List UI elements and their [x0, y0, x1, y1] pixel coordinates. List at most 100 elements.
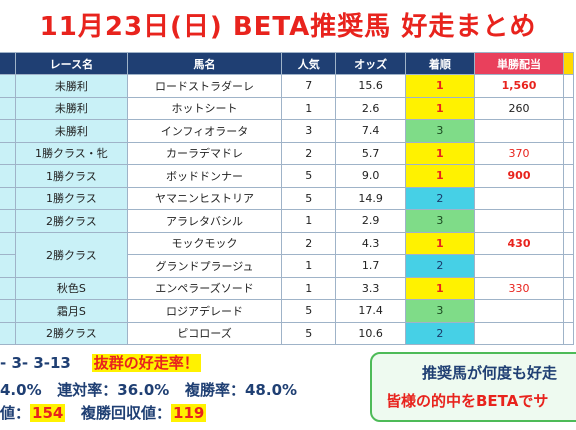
odds: 2.9 — [335, 209, 406, 233]
place-return-label: 複勝回収値： — [81, 404, 172, 422]
lead-cell — [0, 231, 16, 255]
race-name: 未勝利 — [14, 74, 129, 98]
race-name: 1勝クラス・牝 — [14, 141, 129, 165]
cut-cell — [563, 141, 574, 165]
win-payout — [473, 186, 565, 210]
finish: 1 — [404, 96, 475, 120]
horse-name: ロードストラダーレ — [127, 74, 282, 98]
lead-cell — [0, 141, 16, 165]
race-name: 1勝クラス — [14, 164, 129, 188]
horse-name: グランドプラージュ — [127, 254, 282, 278]
odds: 15.6 — [335, 74, 406, 98]
table-row: 2勝クラス アラレタバシル 1 2.9 3 — [0, 209, 574, 233]
popularity: 5 — [280, 164, 337, 188]
table-row: 2勝クラス モックモック 2 4.3 1 430 — [0, 231, 574, 278]
fukusho-rate: 複勝率：48.0% — [185, 381, 298, 399]
lead-cell — [0, 209, 16, 233]
win-payout: 430 — [473, 231, 565, 255]
win-return: 154 — [30, 404, 66, 422]
header-cell: 着順 — [404, 52, 475, 75]
odds: 2.6 — [335, 96, 406, 120]
finish: 1 — [404, 74, 475, 98]
lead-cell — [0, 254, 16, 278]
rates-line: 4.0% 連対率：36.0% 複勝率：48.0% — [0, 379, 297, 400]
cut-cell — [563, 276, 574, 300]
cut-cell — [563, 74, 574, 98]
lead-cell — [0, 186, 16, 210]
lead-cell — [0, 321, 16, 345]
table-row: 1勝クラス ボッドドンナー 5 9.0 1 900 — [0, 164, 574, 188]
record-line: - 3- 3-13 抜群の好走率！ — [0, 352, 201, 373]
results-table: レース名 馬名 人気 オッズ 着順 単勝配当 未勝利 ロードストラダーレ 7 15.6 1 1,56… — [0, 52, 574, 345]
horse-name: モックモック — [127, 231, 282, 255]
callout: 推奨馬が何度も好走 皆様の的中をBETAでサ — [370, 352, 576, 422]
table-row: 1勝クラス・牝 カーラデマドレ 2 5.7 1 370 — [0, 141, 574, 165]
header-cell — [0, 52, 16, 75]
race-name: 2勝クラス — [14, 321, 129, 345]
popularity: 2 — [280, 141, 337, 165]
odds: 5.7 — [335, 141, 406, 165]
badge: 抜群の好走率！ — [91, 354, 201, 372]
popularity: 5 — [280, 186, 337, 210]
odds: 14.9 — [335, 186, 406, 210]
popularity: 2 — [280, 231, 337, 255]
win-payout: 370 — [473, 141, 565, 165]
win-payout — [473, 254, 565, 278]
horse-name: インフィオラータ — [127, 119, 282, 143]
finish: 3 — [404, 299, 475, 323]
header-cell: オッズ — [335, 52, 406, 75]
callout-line: 皆様の的中をBETAでサ — [386, 392, 549, 410]
table-row: 未勝利 ホットシート 1 2.6 1 260 — [0, 96, 574, 120]
race-name: 2勝クラス — [14, 209, 129, 233]
popularity: 1 — [280, 276, 337, 300]
header-cell — [563, 52, 574, 75]
place-return: 119 — [171, 404, 207, 422]
odds: 17.4 — [335, 299, 406, 323]
popularity: 1 — [280, 254, 337, 278]
horse-name: ボッドドンナー — [127, 164, 282, 188]
title: 11月23日(日) BETA推奨馬 好走まとめ — [39, 12, 537, 42]
finish: 3 — [404, 209, 475, 233]
lead-cell — [0, 276, 16, 300]
win-payout — [473, 299, 565, 323]
table-row: 未勝利 ロードストラダーレ 7 15.6 1 1,560 — [0, 74, 574, 98]
cut-cell — [563, 96, 574, 120]
win-payout: 900 — [473, 164, 565, 188]
finish: 2 — [404, 321, 475, 345]
finish: 2 — [404, 254, 475, 278]
header-cell: 馬名 — [127, 52, 282, 75]
table-row: 未勝利 インフィオラータ 3 7.4 3 — [0, 119, 574, 143]
header-cell: レース名 — [14, 52, 129, 75]
table-row: 1勝クラス ヤマニンヒストリア 5 14.9 2 — [0, 186, 574, 210]
finish: 1 — [404, 231, 475, 255]
race-name: 未勝利 — [14, 96, 129, 120]
cut-cell — [563, 299, 574, 323]
cut-cell — [563, 119, 574, 143]
cut-cell — [563, 209, 574, 233]
lead-cell — [0, 74, 16, 98]
popularity: 5 — [280, 321, 337, 345]
horse-name: アラレタバシル — [127, 209, 282, 233]
race-name: 1勝クラス — [14, 186, 129, 210]
horse-name: ロジアデレード — [127, 299, 282, 323]
table-row: 2勝クラス ピコローズ 5 10.6 2 — [0, 321, 574, 345]
popularity: 3 — [280, 119, 337, 143]
record: - 3- 3-13 — [0, 354, 71, 372]
odds: 4.3 — [335, 231, 406, 255]
lead-cell — [0, 119, 16, 143]
horse-name: カーラデマドレ — [127, 141, 282, 165]
horse-name: ヤマニンヒストリア — [127, 186, 282, 210]
cut-cell — [563, 164, 574, 188]
table-body: 未勝利 ロードストラダーレ 7 15.6 1 1,560 未勝利 ホットシート 1 2.6 1 260… — [0, 74, 574, 345]
popularity: 1 — [280, 96, 337, 120]
table-row: 秋色S エンペラーズソード 1 3.3 1 330 — [0, 276, 574, 300]
win-payout — [473, 321, 565, 345]
race-name: 秋色S — [14, 276, 129, 300]
finish: 3 — [404, 119, 475, 143]
race-name: 霜月S — [14, 299, 129, 323]
finish: 1 — [404, 141, 475, 165]
popularity: 5 — [280, 299, 337, 323]
lead-cell — [0, 96, 16, 120]
win-rate: 4.0% — [0, 381, 42, 399]
